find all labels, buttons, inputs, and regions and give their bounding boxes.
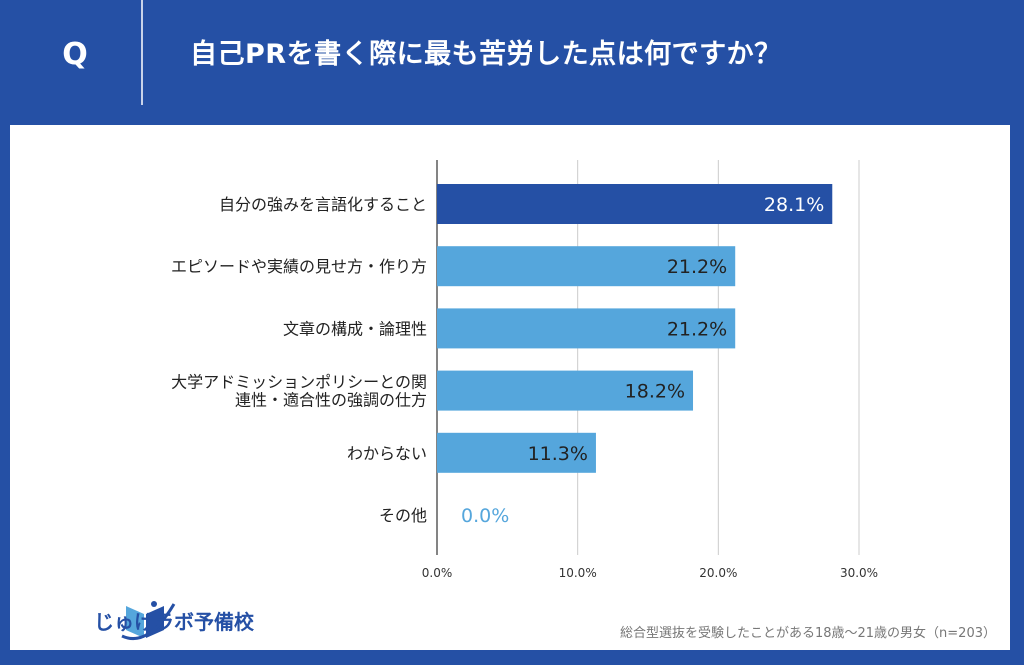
bar [437, 246, 736, 287]
bar [437, 432, 596, 473]
logo-text: じゅけラボ予備校 [94, 610, 254, 634]
bar [437, 370, 694, 411]
bar [437, 184, 833, 224]
data-label: 0.0% [461, 505, 509, 527]
tick-label: 30.0% [840, 566, 878, 580]
category-label: その他 [379, 506, 427, 525]
bar [437, 308, 736, 349]
category-label: エピソードや実績の見せ方・作り方 [171, 257, 427, 276]
data-label: 21.2% [667, 318, 727, 340]
tick-label: 20.0% [699, 566, 737, 580]
category-label: 連性・適合性の強調の仕方 [235, 391, 427, 410]
category-label: 大学アドミッションポリシーとの関 [171, 373, 427, 392]
question-title: 自己PRを書く際に最も苦労した点は何ですか？ [190, 39, 782, 70]
tick-label: 10.0% [559, 566, 597, 580]
category-label: 文章の構成・論理性 [283, 319, 427, 338]
tick-label: 0.0% [422, 566, 453, 580]
data-label: 11.3% [528, 443, 588, 465]
q-label: Q [62, 37, 88, 72]
data-label: 18.2% [625, 381, 685, 403]
data-label: 28.1% [764, 194, 824, 216]
sample-note: 総合型選抜を受験したことがある18歳〜21歳の男女（n=203） [619, 626, 996, 641]
logo-icon [121, 601, 176, 641]
category-label: わからない [347, 444, 427, 463]
data-label: 21.2% [667, 256, 727, 278]
category-label: 自分の強みを言語化すること [219, 195, 427, 214]
header-divider [141, 0, 143, 105]
